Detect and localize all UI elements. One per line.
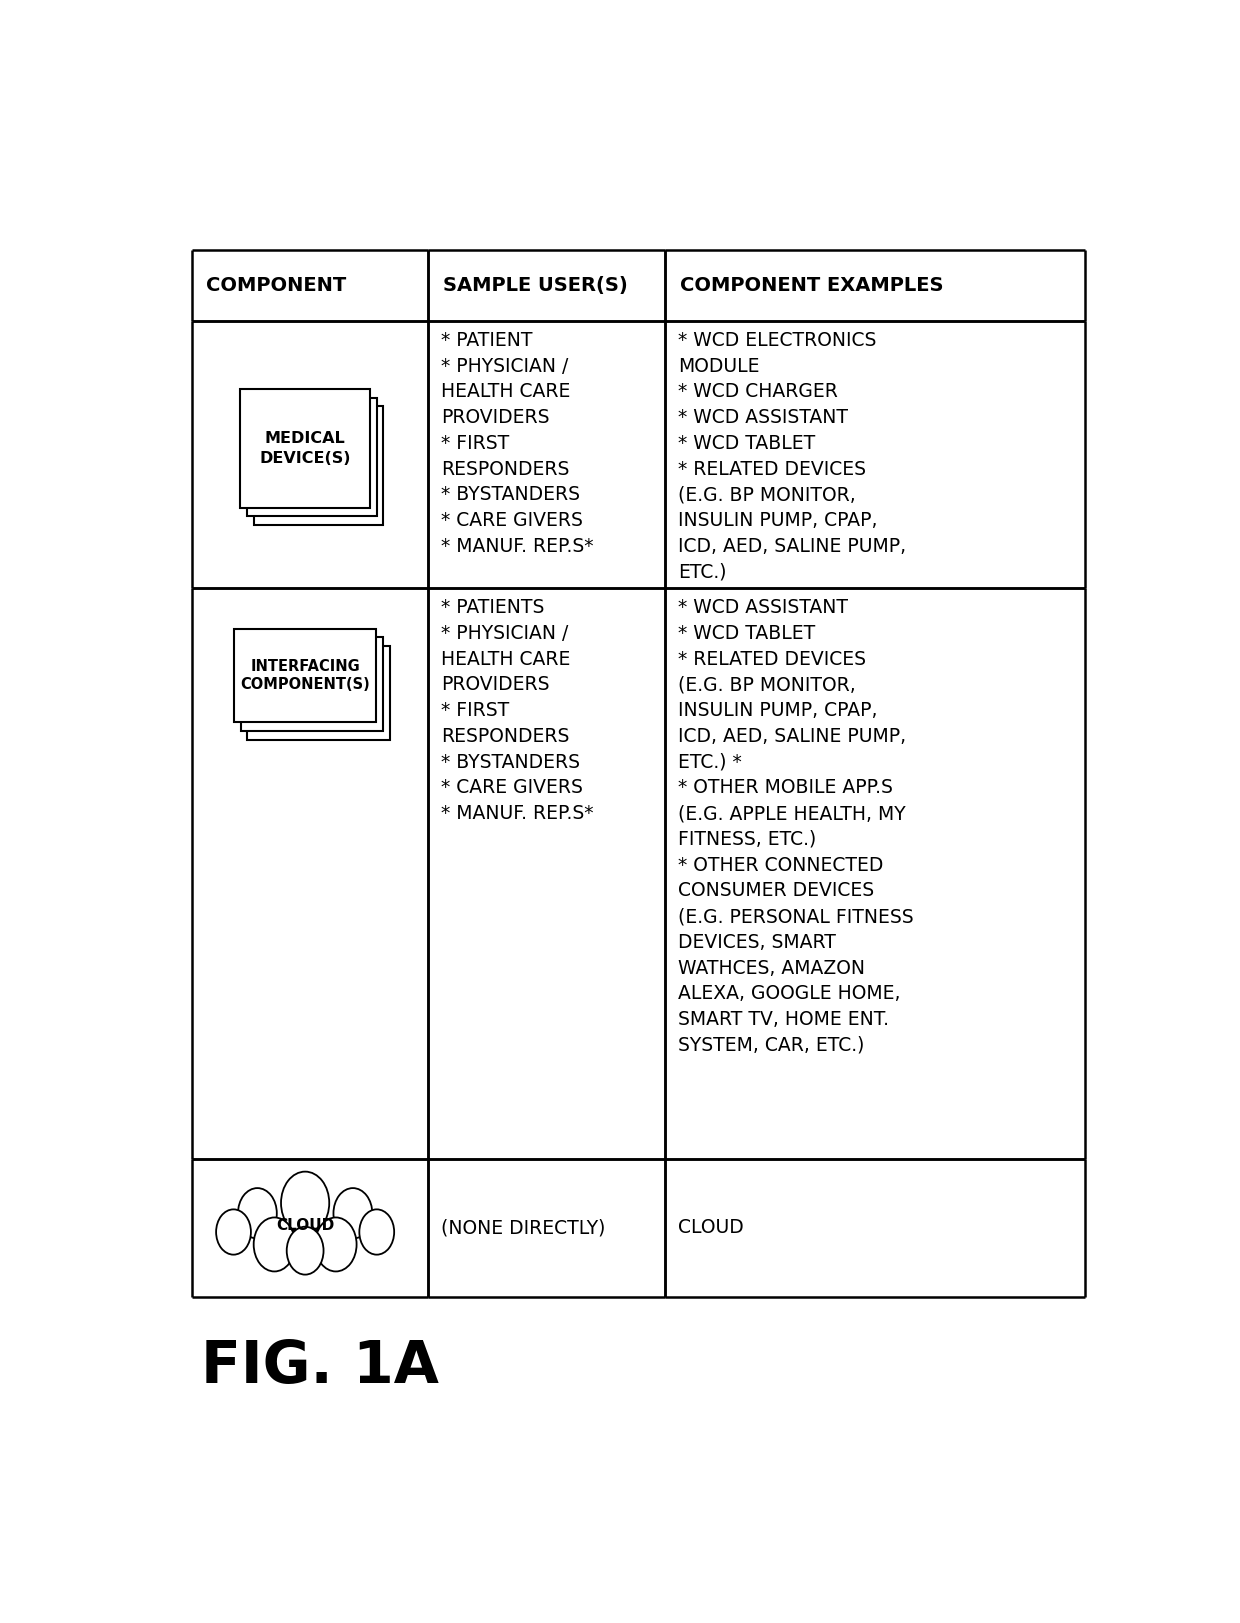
- Bar: [234, 628, 376, 722]
- Circle shape: [334, 1188, 372, 1238]
- Text: * WCD ASSISTANT
* WCD TABLET
* RELATED DEVICES
(E.G. BP MONITOR,
INSULIN PUMP, C: * WCD ASSISTANT * WCD TABLET * RELATED D…: [678, 597, 914, 1055]
- Bar: [247, 398, 377, 516]
- Text: * PATIENTS
* PHYSICIAN /
HEALTH CARE
PROVIDERS
* FIRST
RESPONDERS
* BYSTANDERS
*: * PATIENTS * PHYSICIAN / HEALTH CARE PRO…: [441, 597, 594, 823]
- Text: * WCD ELECTRONICS
MODULE
* WCD CHARGER
* WCD ASSISTANT
* WCD TABLET
* RELATED DE: * WCD ELECTRONICS MODULE * WCD CHARGER *…: [678, 331, 905, 581]
- Bar: [254, 406, 383, 526]
- Text: COMPONENT: COMPONENT: [206, 276, 346, 295]
- Circle shape: [216, 1209, 250, 1255]
- Bar: [248, 646, 389, 740]
- Bar: [241, 390, 370, 508]
- Circle shape: [281, 1172, 330, 1235]
- Circle shape: [254, 1217, 295, 1271]
- Text: CLOUD: CLOUD: [277, 1217, 335, 1233]
- Text: CLOUD: CLOUD: [678, 1219, 744, 1237]
- Text: SAMPLE USER(S): SAMPLE USER(S): [443, 276, 627, 295]
- Text: (NONE DIRECTLY): (NONE DIRECTLY): [441, 1219, 605, 1237]
- Bar: [241, 638, 383, 730]
- Circle shape: [315, 1217, 357, 1271]
- Text: * PATIENT
* PHYSICIAN /
HEALTH CARE
PROVIDERS
* FIRST
RESPONDERS
* BYSTANDERS
* : * PATIENT * PHYSICIAN / HEALTH CARE PROV…: [441, 331, 594, 557]
- Text: FIG. 1A: FIG. 1A: [201, 1339, 439, 1396]
- Text: MEDICAL
DEVICE(S): MEDICAL DEVICE(S): [259, 430, 351, 466]
- Text: COMPONENT EXAMPLES: COMPONENT EXAMPLES: [680, 276, 944, 295]
- Circle shape: [238, 1188, 277, 1238]
- Text: INTERFACING
COMPONENT(S): INTERFACING COMPONENT(S): [241, 659, 370, 693]
- Circle shape: [286, 1227, 324, 1274]
- Circle shape: [360, 1209, 394, 1255]
